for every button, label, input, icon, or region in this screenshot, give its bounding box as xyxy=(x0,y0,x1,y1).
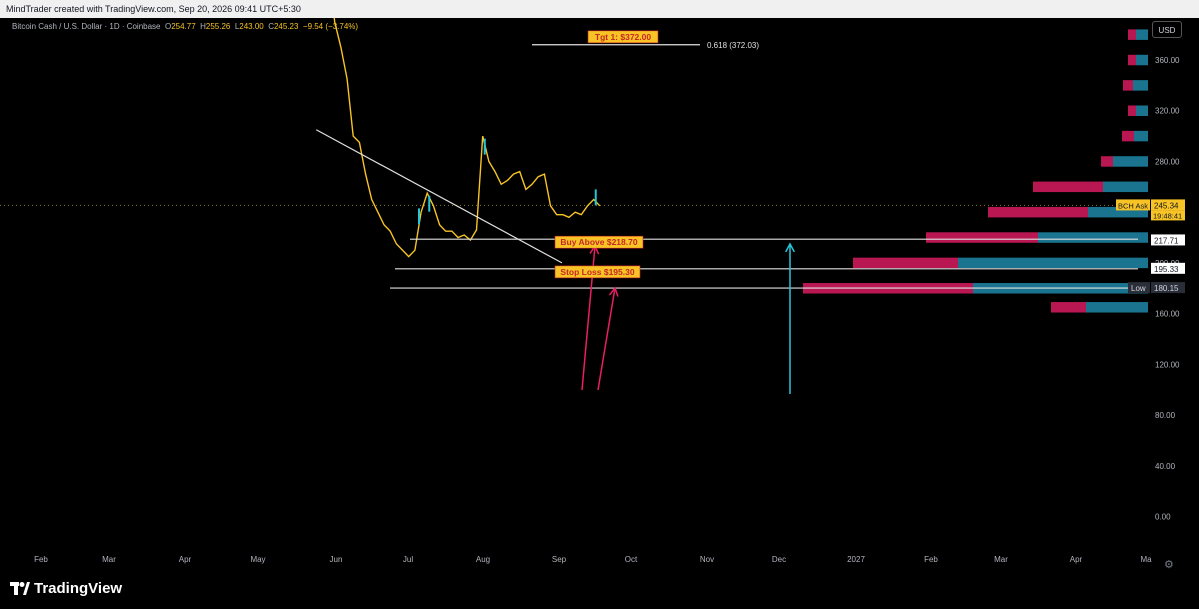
volume-profile-bar-a xyxy=(1051,302,1086,313)
x-tick-label: Jul xyxy=(403,555,413,564)
volume-profile-bar-b xyxy=(1113,156,1148,167)
level-21771-tag-bg xyxy=(1151,234,1185,246)
y-tick-label: 320.00 xyxy=(1155,107,1180,116)
low-tag-value-bg xyxy=(1151,282,1185,294)
low-tag-name: Low xyxy=(1131,284,1146,293)
volume-profile-bar-b xyxy=(1133,80,1148,91)
volume-profile-bar-b xyxy=(1134,130,1148,142)
descending-trendline xyxy=(315,129,563,264)
low-tag-value: 180.15 xyxy=(1154,284,1179,293)
tgt1-label-box xyxy=(587,30,659,44)
close-label: C xyxy=(268,22,274,31)
candle-up-accent xyxy=(418,208,420,225)
x-tick-label: Jun xyxy=(330,555,343,564)
x-tick-label: May xyxy=(250,555,265,564)
high-label: H xyxy=(200,22,206,31)
volume-profile-bar-b xyxy=(1038,232,1148,243)
tradingview-icon xyxy=(10,582,30,595)
level-19533-tag: 195.33 xyxy=(1154,265,1179,274)
close-value: 245.23 xyxy=(273,22,299,31)
symbol-name[interactable]: Bitcoin Cash / U.S. Dollar · 1D · Coinba… xyxy=(12,22,161,31)
credit-bar: MindTrader created with TradingView.com,… xyxy=(0,0,1199,18)
x-tick-label: Feb xyxy=(924,555,938,564)
currency-button[interactable]: USD xyxy=(1152,21,1182,38)
y-tick-label: 280.00 xyxy=(1155,157,1180,166)
tgt1-arrow xyxy=(597,287,616,391)
bch-ask-tag-bg xyxy=(1116,199,1150,211)
bch-ask-tag-name: BCH Ask xyxy=(1118,201,1148,210)
price-series-line xyxy=(333,18,484,258)
low-label: L xyxy=(234,22,240,31)
volume-profile-bar-b xyxy=(958,257,1148,269)
volume-profile-bar-a xyxy=(1122,130,1134,142)
x-tick-label: Feb xyxy=(34,555,48,564)
volume-profile-bar-b xyxy=(1103,181,1148,193)
volume-profile-bar-a xyxy=(1128,29,1136,40)
bch-ask-tag-value: 245.34 xyxy=(1154,201,1179,210)
tgt1-label: Tgt 1: $372.00 xyxy=(595,32,651,42)
open-label: O xyxy=(164,22,172,31)
volume-profile-bar-a xyxy=(1128,105,1136,116)
volume-profile-bar-a xyxy=(926,232,1038,243)
y-tick-label: 40.00 xyxy=(1155,462,1176,471)
projection-arrow-head xyxy=(785,242,795,253)
buy-above-label: Buy Above $218.70 xyxy=(560,237,637,247)
candle-up-accent xyxy=(594,189,597,206)
volume-profile-bar-a xyxy=(1128,54,1136,66)
y-tick-label: 80.00 xyxy=(1155,411,1176,420)
footer xyxy=(0,570,1199,609)
high-value: 255.26 xyxy=(205,22,231,31)
y-tick-label: 160.00 xyxy=(1155,310,1180,319)
volume-profile-bar-a xyxy=(1101,156,1113,167)
volume-profile-bar-b xyxy=(1086,302,1148,313)
open-value: 254.77 xyxy=(171,22,196,31)
symbol-legend: Bitcoin Cash / U.S. Dollar · 1D · Coinba… xyxy=(12,22,358,31)
level-19533-tag-bg xyxy=(1151,262,1185,274)
credit-text: MindTrader created with TradingView.com,… xyxy=(6,4,301,14)
x-tick-label: Ma xyxy=(1140,555,1152,564)
countdown-bg xyxy=(1151,210,1185,221)
stop-loss-label: Stop Loss $195.30 xyxy=(560,267,634,277)
low-value: 243.00 xyxy=(239,22,264,31)
y-tick-label: 360.00 xyxy=(1155,56,1180,65)
settings-gear-icon[interactable]: ⚙ xyxy=(1164,559,1174,571)
fib-618-label: 0.618 (372.03) xyxy=(707,41,759,50)
buy-above-label-box xyxy=(554,235,644,249)
stop-loss-label-box xyxy=(554,265,641,279)
tgt1-arrow-head xyxy=(608,286,619,297)
x-tick-label: Apr xyxy=(1070,555,1083,564)
volume-profile-bar-a xyxy=(1123,80,1133,91)
volume-profile-bar-a xyxy=(1033,181,1103,193)
countdown-text: 19:48:41 xyxy=(1153,211,1182,220)
volume-profile-bar-a xyxy=(988,206,1088,218)
volume-profile-bar-b xyxy=(1088,206,1148,218)
x-tick-label: Mar xyxy=(994,555,1008,564)
candle-up-accent xyxy=(428,195,431,212)
x-tick-label: Dec xyxy=(772,555,786,564)
x-tick-label: Sep xyxy=(552,555,567,564)
volume-profile-bar-b xyxy=(1136,54,1148,66)
x-tick-label: Oct xyxy=(625,555,638,564)
volume-profile-bar-b xyxy=(1136,29,1148,40)
x-tick-label: Aug xyxy=(476,555,490,564)
x-tick-label: Mar xyxy=(102,555,116,564)
volume-profile-bar-b xyxy=(1136,105,1148,116)
candle-up-accent xyxy=(483,138,486,155)
tradingview-logo[interactable]: TradingView xyxy=(10,580,122,597)
volume-profile-bar-a xyxy=(853,257,958,269)
price-chart[interactable]: 0.0040.0080.00120.00160.00200.00240.0028… xyxy=(0,18,1199,570)
change-value: −9.54 (−3.74%) xyxy=(302,22,359,31)
brand-name: TradingView xyxy=(34,580,123,597)
level-21771-tag: 217.71 xyxy=(1154,236,1179,245)
low-tag-bg xyxy=(1128,282,1150,294)
x-tick-label: Nov xyxy=(700,555,714,564)
y-tick-label: 0.00 xyxy=(1155,513,1171,522)
price-series-line-recent xyxy=(482,135,601,219)
y-tick-label: 120.00 xyxy=(1155,360,1180,369)
x-tick-label: Apr xyxy=(179,555,192,564)
bch-ask-tag-value-bg xyxy=(1151,199,1185,211)
x-tick-label: 2027 xyxy=(847,555,865,564)
